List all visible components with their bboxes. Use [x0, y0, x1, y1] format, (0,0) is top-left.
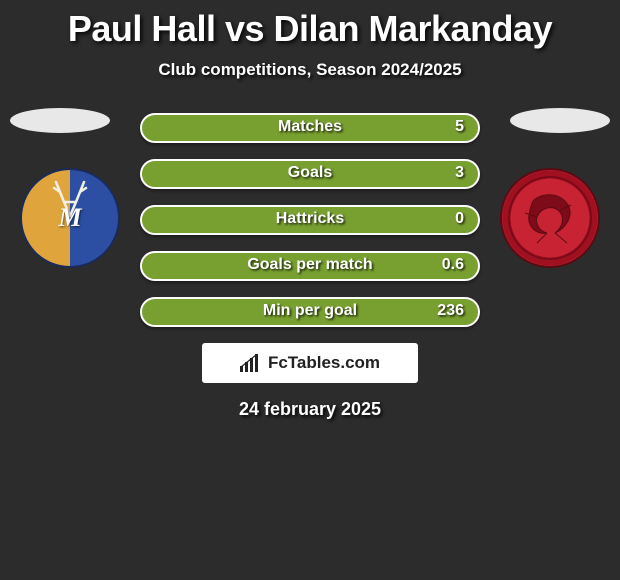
- stat-row-goals-per-match: Goals per match 0.6: [140, 251, 480, 281]
- comparison-panel: Matches 5 Goals 3 Hattricks 0 Goals per …: [0, 108, 620, 420]
- bar-chart-icon: [240, 354, 262, 372]
- player-left-head-placeholder: [10, 108, 110, 133]
- club-badge-left: [20, 168, 120, 268]
- stat-row-matches: Matches 5: [140, 113, 480, 143]
- stat-row-hattricks: Hattricks 0: [140, 205, 480, 235]
- stat-label: Min per goal: [142, 302, 478, 320]
- player-right-head-placeholder: [510, 108, 610, 133]
- stat-row-min-per-goal: Min per goal 236: [140, 297, 480, 327]
- stat-right-value: 0.6: [442, 256, 464, 274]
- stat-right-value: 3: [455, 164, 464, 182]
- stat-label: Goals: [142, 164, 478, 182]
- page-title: Paul Hall vs Dilan Markanday: [0, 0, 620, 50]
- stag-icon: [50, 178, 90, 218]
- stat-right-value: 5: [455, 118, 464, 136]
- stat-row-goals: Goals 3: [140, 159, 480, 189]
- stat-right-value: 0: [455, 210, 464, 228]
- stat-right-value: 236: [437, 302, 464, 320]
- branding-badge: FcTables.com: [202, 343, 418, 383]
- stat-rows: Matches 5 Goals 3 Hattricks 0 Goals per …: [140, 108, 480, 327]
- branding-text: FcTables.com: [268, 353, 380, 373]
- dragon-icon: [515, 183, 585, 253]
- snapshot-date: 24 february 2025: [0, 399, 620, 420]
- stat-label: Goals per match: [142, 256, 478, 274]
- page-subtitle: Club competitions, Season 2024/2025: [0, 60, 620, 80]
- stat-label: Matches: [142, 118, 478, 136]
- stat-label: Hattricks: [142, 210, 478, 228]
- club-badge-right: [500, 168, 600, 268]
